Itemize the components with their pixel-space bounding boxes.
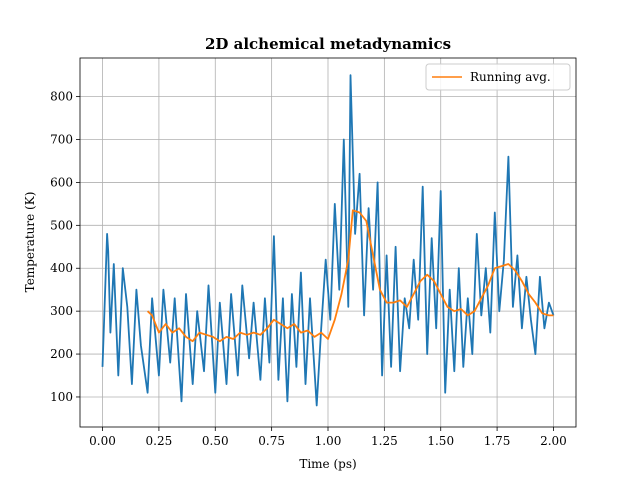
x-tick-label: 1.75 xyxy=(484,434,511,448)
x-tick-label: 0.75 xyxy=(258,434,285,448)
x-tick-label: 1.00 xyxy=(315,434,342,448)
x-tick-label: 0.50 xyxy=(202,434,229,448)
x-tick-label: 0.25 xyxy=(146,434,173,448)
legend-label-running-avg: Running avg. xyxy=(470,70,551,84)
x-tick-label: 2.00 xyxy=(540,434,567,448)
y-tick-label: 100 xyxy=(50,390,73,404)
legend: Running avg. xyxy=(425,63,571,91)
y-axis-label: Temperature (K) xyxy=(23,192,37,293)
x-axis-label: Time (ps) xyxy=(299,457,356,471)
y-tick-label: 500 xyxy=(50,218,73,232)
chart-title: 2D alchemical metadynamics xyxy=(205,35,451,53)
x-tick-label: 1.50 xyxy=(427,434,454,448)
x-tick-label: 0.00 xyxy=(89,434,116,448)
series-line-temperature xyxy=(101,74,555,407)
x-tick-label: 1.25 xyxy=(371,434,398,448)
y-tick-label: 700 xyxy=(50,133,73,147)
y-tick-label: 400 xyxy=(50,261,73,275)
series-line-running-avg xyxy=(146,209,554,343)
legend-box xyxy=(425,63,571,91)
plot-series xyxy=(101,74,555,407)
y-tick-label: 200 xyxy=(50,347,73,361)
y-tick-label: 800 xyxy=(50,90,73,104)
y-tick-label: 300 xyxy=(50,304,73,318)
axis-ticks: 0.00 0.25 0.50 0.75 1.00 1.25 1.50 1.75 2.00 100 2… xyxy=(50,90,567,448)
grid xyxy=(80,58,576,427)
y-tick-label: 600 xyxy=(50,175,73,189)
